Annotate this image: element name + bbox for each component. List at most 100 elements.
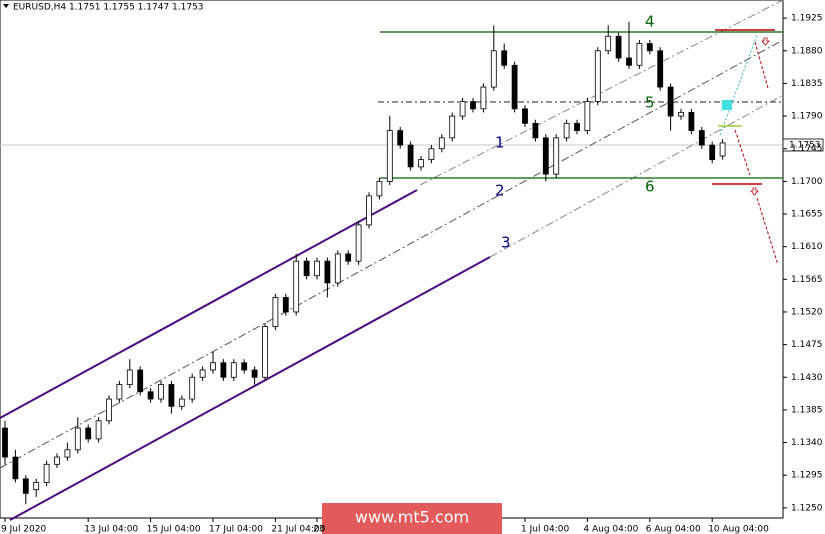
y-tick-label: 1.1295 (791, 471, 823, 481)
candle-body (553, 137, 560, 175)
candle-body (22, 478, 29, 494)
candle-body (54, 456, 60, 465)
candle-body (626, 57, 632, 66)
candle-body (262, 326, 268, 378)
forecast-line (734, 129, 751, 176)
candle-body (230, 362, 237, 378)
channel-mid (0, 39, 784, 469)
candle-body (449, 115, 456, 139)
candle-body (563, 122, 570, 139)
y-tick-label: 1.1655 (791, 210, 823, 220)
candle-body (709, 144, 716, 161)
candle-body (594, 50, 601, 102)
marker (722, 100, 732, 110)
candle-body (272, 297, 279, 327)
plot-frame (0, 0, 784, 519)
watermark: www.mt5.com (355, 508, 469, 527)
y-tick-label: 1.1925 (791, 14, 823, 24)
x-tick-label: 13 Jul 04:00 (84, 525, 138, 534)
candle-body (688, 112, 695, 131)
chart-title: EURUSD,H4 1.1751 1.1755 1.1747 1.1753 (13, 3, 204, 13)
x-tick-label: 17 Jul 04:00 (209, 525, 263, 534)
candle-body (366, 195, 372, 226)
y-tick-label: 1.1340 (791, 438, 823, 448)
annotation: 3 (501, 234, 511, 252)
candle-body (251, 369, 258, 378)
candle-body (303, 260, 310, 277)
x-tick-label: 23 (313, 525, 324, 534)
candle-body (178, 398, 185, 407)
arrow-icon (750, 187, 759, 196)
candle-body (470, 101, 476, 110)
candle-body (605, 35, 612, 52)
candle-body (189, 376, 196, 400)
annotation: 5 (645, 94, 655, 112)
annotation: 2 (495, 182, 505, 200)
candle-body (719, 142, 726, 157)
candle-body (33, 482, 40, 491)
candle-body (542, 137, 549, 175)
x-tick-label: 15 Jul 04:00 (147, 525, 201, 534)
candle-body (126, 369, 133, 385)
x-tick-label: 6 Aug 04:00 (646, 525, 701, 534)
candle-body (459, 101, 466, 117)
y-tick-label: 1.1430 (791, 373, 823, 383)
menu-triangle[interactable] (3, 4, 9, 8)
candle-body (615, 35, 622, 59)
candle-body (345, 253, 352, 262)
annotation: 1 (495, 134, 505, 152)
candle-body (324, 260, 331, 284)
candle-body (220, 362, 227, 378)
candle-body (657, 50, 664, 88)
channel-upper (0, 189, 418, 419)
x-tick-label: 4 Aug 04:00 (583, 525, 638, 534)
y-tick-label: 1.1835 (791, 79, 823, 89)
candle-body (386, 130, 393, 182)
candle-body (501, 50, 508, 66)
y-tick-label: 1.1385 (791, 405, 823, 415)
candle-body (636, 43, 643, 66)
candle-body (667, 86, 674, 117)
candle-body (418, 159, 424, 168)
candle-body (428, 148, 435, 161)
candle-body (64, 449, 71, 458)
candle-body (137, 369, 144, 393)
annotation: 6 (645, 178, 655, 196)
candle-body (511, 64, 518, 110)
candle-body (397, 130, 404, 146)
candle-body (12, 456, 19, 480)
y-tick-label: 1.1610 (791, 242, 823, 252)
candle-body (646, 43, 653, 52)
candle-body (314, 260, 320, 277)
y-tick-label: 1.1565 (791, 275, 823, 285)
price-box (782, 138, 824, 152)
forecast-line (719, 34, 758, 136)
y-tick-label: 1.1745 (791, 144, 823, 154)
candle-body (43, 463, 50, 483)
candle-body (85, 427, 92, 440)
drawings (0, 0, 784, 521)
watermark-bg (322, 503, 502, 534)
candle-body (210, 362, 216, 371)
candle-body (532, 122, 539, 139)
y-tick-label: 1.1520 (791, 307, 823, 317)
y-tick-label: 1.1700 (791, 177, 823, 187)
candle-body (282, 297, 289, 313)
candle-body (147, 391, 154, 400)
candle-body (241, 362, 248, 371)
forecast-line (754, 41, 769, 89)
candle-body (74, 427, 81, 451)
candle-body (584, 101, 591, 131)
candle-body (678, 112, 684, 117)
x-tick-label: 1 Jul 04:00 (521, 525, 570, 534)
candle-body (116, 384, 123, 400)
candle-body (574, 122, 580, 131)
arrow-icon (761, 37, 770, 46)
y-tick-label: 1.1250 (791, 503, 823, 513)
x-tick-label: 10 Aug 04:00 (708, 525, 769, 534)
candle-body (293, 260, 300, 313)
candle-body (480, 86, 487, 110)
candle-body (95, 420, 102, 440)
trend-line (489, 94, 784, 258)
